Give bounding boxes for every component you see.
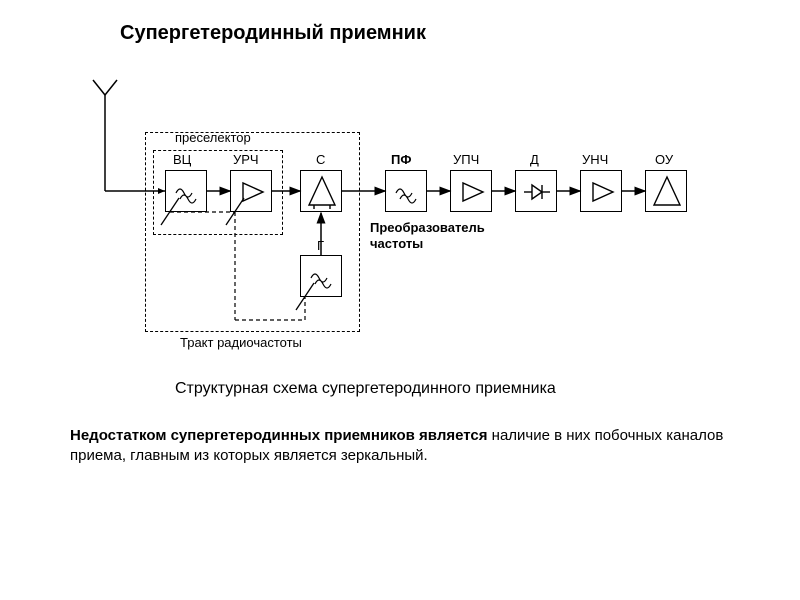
freq-converter-label: Преобразователь частоты <box>370 220 500 251</box>
diagram-caption: Структурная схема супергетеродинного при… <box>175 380 575 398</box>
body-text-bold: Недостатком супергетеродинных приемников… <box>70 427 488 444</box>
block-diagram: преселектор Тракт радиочастоты ВЦ УРЧ С … <box>85 80 715 360</box>
page-title: Супергетеродинный приемник <box>120 22 426 45</box>
body-text: Недостатком супергетеродинных приемников… <box>70 426 730 467</box>
